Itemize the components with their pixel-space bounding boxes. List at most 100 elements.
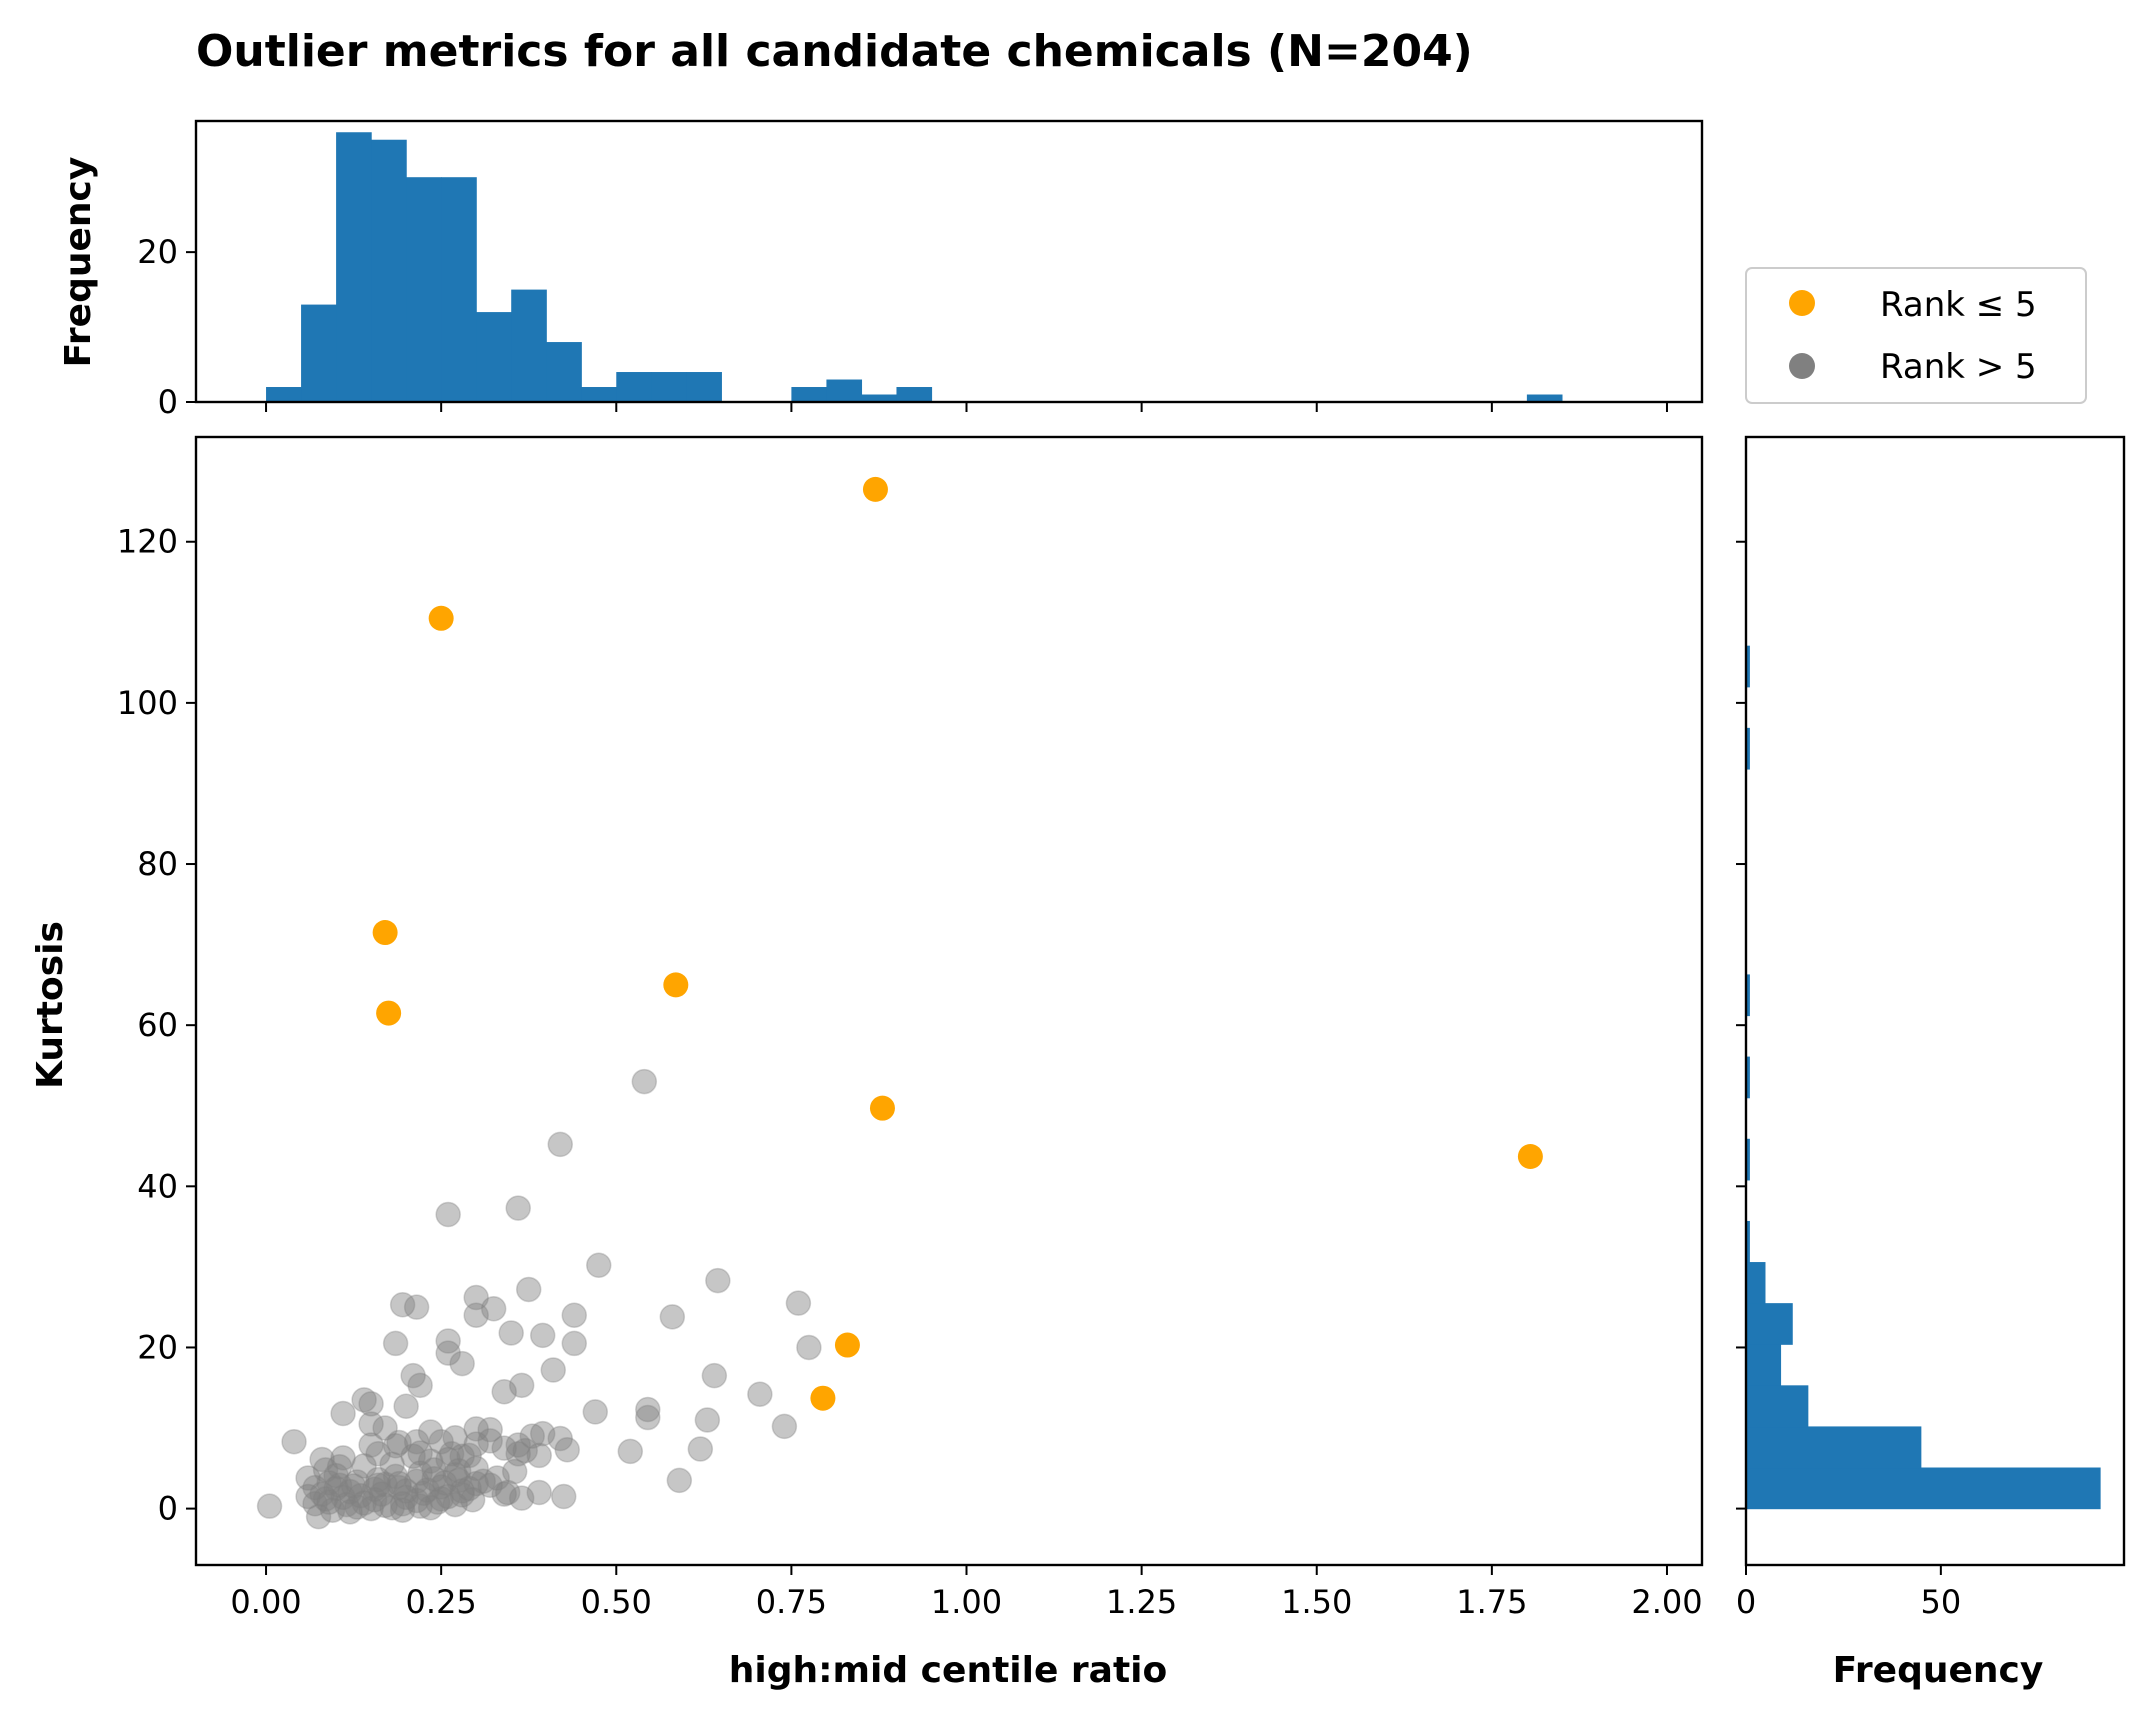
top-hist-bar <box>511 289 547 402</box>
y-tick-label: 0 <box>158 1490 178 1528</box>
right-hist-x-tick-label: 0 <box>1736 1583 1756 1621</box>
point-rank-gt-5 <box>687 1436 714 1462</box>
point-rank-gt-5 <box>347 1482 374 1509</box>
point-rank-gt-5 <box>344 1494 370 1520</box>
top-hist-bar <box>686 372 722 402</box>
point-rank-gt-5 <box>428 1474 454 1500</box>
point-rank-gt-5 <box>463 1431 489 1457</box>
point-rank-gt-5 <box>771 1413 798 1440</box>
point-rank-gt-5 <box>365 1472 391 1498</box>
point-rank-gt-5 <box>424 1489 451 1515</box>
point-rank-gt-5 <box>449 1482 475 1508</box>
point-rank-gt-5 <box>635 1396 661 1423</box>
point-rank-le-5 <box>869 1095 895 1121</box>
x-tick-label: 0.00 <box>230 1583 301 1621</box>
point-rank-gt-5 <box>319 1497 346 1523</box>
point-rank-gt-5 <box>379 1451 405 1478</box>
point-rank-gt-5 <box>337 1478 363 1505</box>
x-tick-label: 1.00 <box>931 1583 1002 1621</box>
point-rank-gt-5 <box>463 1470 489 1497</box>
x-tick-label: 2.00 <box>1631 1583 1702 1621</box>
point-rank-gt-5 <box>785 1290 812 1316</box>
point-rank-gt-5 <box>410 1480 437 1507</box>
point-rank-gt-5 <box>358 1495 384 1522</box>
legend-marker-rank-le-5 <box>1789 290 1815 316</box>
top-hist-bar <box>651 372 687 402</box>
top-hist-bar <box>616 372 652 402</box>
point-rank-gt-5 <box>330 1400 356 1427</box>
legend-label-rank-gt-5: Rank > 5 <box>1880 347 2037 387</box>
point-rank-gt-5 <box>393 1393 419 1420</box>
x-tick-label: 0.25 <box>406 1583 477 1621</box>
point-rank-le-5 <box>663 972 689 998</box>
chart-title: Outlier metrics for all candidate chemic… <box>196 26 1473 77</box>
point-rank-gt-5 <box>365 1466 391 1493</box>
point-rank-gt-5 <box>407 1460 433 1486</box>
x-tick-label: 0.50 <box>581 1583 652 1621</box>
legend-label-rank-le-5: Rank ≤ 5 <box>1880 285 2037 325</box>
point-rank-gt-5 <box>501 1458 528 1485</box>
y-tick-label: 60 <box>137 1006 178 1044</box>
point-rank-gt-5 <box>561 1330 588 1357</box>
point-rank-gt-5 <box>337 1499 363 1525</box>
right-hist-bar <box>1746 1138 1750 1181</box>
y-tick-label: 20 <box>137 1328 178 1366</box>
point-rank-gt-5 <box>547 1131 573 1158</box>
point-rank-gt-5 <box>586 1252 612 1279</box>
point-rank-gt-5 <box>442 1424 468 1451</box>
point-rank-gt-5 <box>449 1478 475 1504</box>
right-hist-frame <box>1744 435 2126 1567</box>
point-rank-gt-5 <box>330 1445 356 1471</box>
point-rank-gt-5 <box>407 1493 433 1519</box>
point-rank-gt-5 <box>358 1432 384 1458</box>
point-rank-gt-5 <box>445 1457 472 1484</box>
point-rank-gt-5 <box>512 1437 538 1464</box>
point-rank-gt-5 <box>281 1428 307 1455</box>
point-rank-gt-5 <box>561 1302 588 1328</box>
point-rank-gt-5 <box>449 1350 475 1377</box>
right-hist-bar <box>1746 1467 2101 1510</box>
point-rank-gt-5 <box>477 1472 503 1498</box>
point-rank-gt-5 <box>505 1195 531 1221</box>
point-rank-gt-5 <box>316 1489 342 1515</box>
point-rank-gt-5 <box>403 1468 430 1494</box>
top-hist-bar <box>546 342 582 402</box>
point-rank-gt-5 <box>400 1362 426 1389</box>
right-hist-bar <box>1746 1344 1782 1386</box>
top-hist-bar <box>861 394 898 402</box>
top-hist-bar <box>1526 394 1563 402</box>
point-rank-gt-5 <box>312 1486 339 1512</box>
point-rank-gt-5 <box>438 1441 465 1467</box>
right-hist-bar <box>1746 1303 1793 1345</box>
point-rank-gt-5 <box>365 1441 391 1467</box>
point-rank-gt-5 <box>435 1483 461 1510</box>
y-tick-label: 40 <box>137 1167 178 1205</box>
x-tick-label: 1.25 <box>1106 1583 1177 1621</box>
point-rank-gt-5 <box>302 1474 328 1501</box>
point-rank-gt-5 <box>459 1486 486 1513</box>
top-histogram-y-label: Frequency <box>58 157 99 368</box>
point-rank-gt-5 <box>550 1483 577 1510</box>
top-hist-frame <box>194 119 1704 404</box>
point-rank-gt-5 <box>442 1462 468 1488</box>
point-rank-le-5 <box>810 1385 836 1411</box>
point-rank-gt-5 <box>659 1304 686 1330</box>
point-rank-gt-5 <box>393 1478 419 1504</box>
point-rank-gt-5 <box>442 1491 468 1518</box>
point-rank-gt-5 <box>491 1435 517 1461</box>
point-rank-gt-5 <box>435 1446 461 1473</box>
point-rank-le-5 <box>428 605 454 631</box>
point-rank-gt-5 <box>323 1462 349 1489</box>
point-rank-gt-5 <box>463 1455 489 1482</box>
point-rank-gt-5 <box>421 1466 447 1492</box>
y-tick-label: 120 <box>117 523 178 561</box>
point-rank-gt-5 <box>449 1443 475 1469</box>
point-rank-gt-5 <box>694 1407 721 1433</box>
point-rank-gt-5 <box>414 1477 440 1503</box>
point-rank-gt-5 <box>526 1479 552 1506</box>
point-rank-gt-5 <box>431 1470 458 1496</box>
point-rank-gt-5 <box>747 1381 773 1407</box>
point-rank-gt-5 <box>368 1481 395 1507</box>
point-rank-gt-5 <box>389 1497 416 1523</box>
